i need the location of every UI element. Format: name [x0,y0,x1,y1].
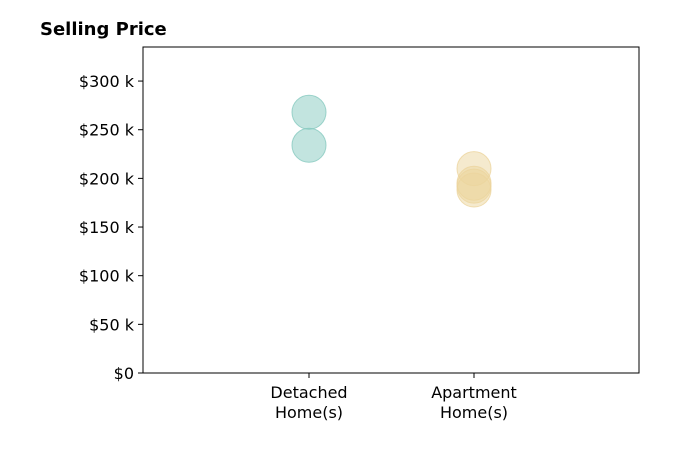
x-category-label-line: Detached [270,383,347,402]
y-tick-label: $50 k [89,315,135,334]
plot-area [142,46,640,374]
y-tick-label: $150 k [79,218,135,237]
x-category-label: Apartment Home(s) [431,383,517,422]
x-axis: Detached Home(s)Apartment Home(s) [270,373,517,422]
y-tick-label: $300 k [79,72,135,91]
y-tick-label: $100 k [79,267,135,286]
x-category-label-line: Home(s) [275,403,343,422]
x-category-label-line: Apartment [431,383,517,402]
chart-title: Selling Price [40,19,167,40]
y-axis: $0 $50 k $100 k $150 k $200 k $250 k $300 k [79,47,144,383]
x-category-label-line: Home(s) [440,403,508,422]
x-category-label: Detached Home(s) [270,383,347,422]
y-tick-label: $0 [114,364,134,383]
data-point [456,172,492,208]
y-tick-label: $250 k [79,121,135,140]
plot-frame [142,46,640,374]
y-tick-label: $200 k [79,169,135,188]
data-point [291,127,327,163]
data-point [291,94,327,130]
data-points [291,94,492,208]
